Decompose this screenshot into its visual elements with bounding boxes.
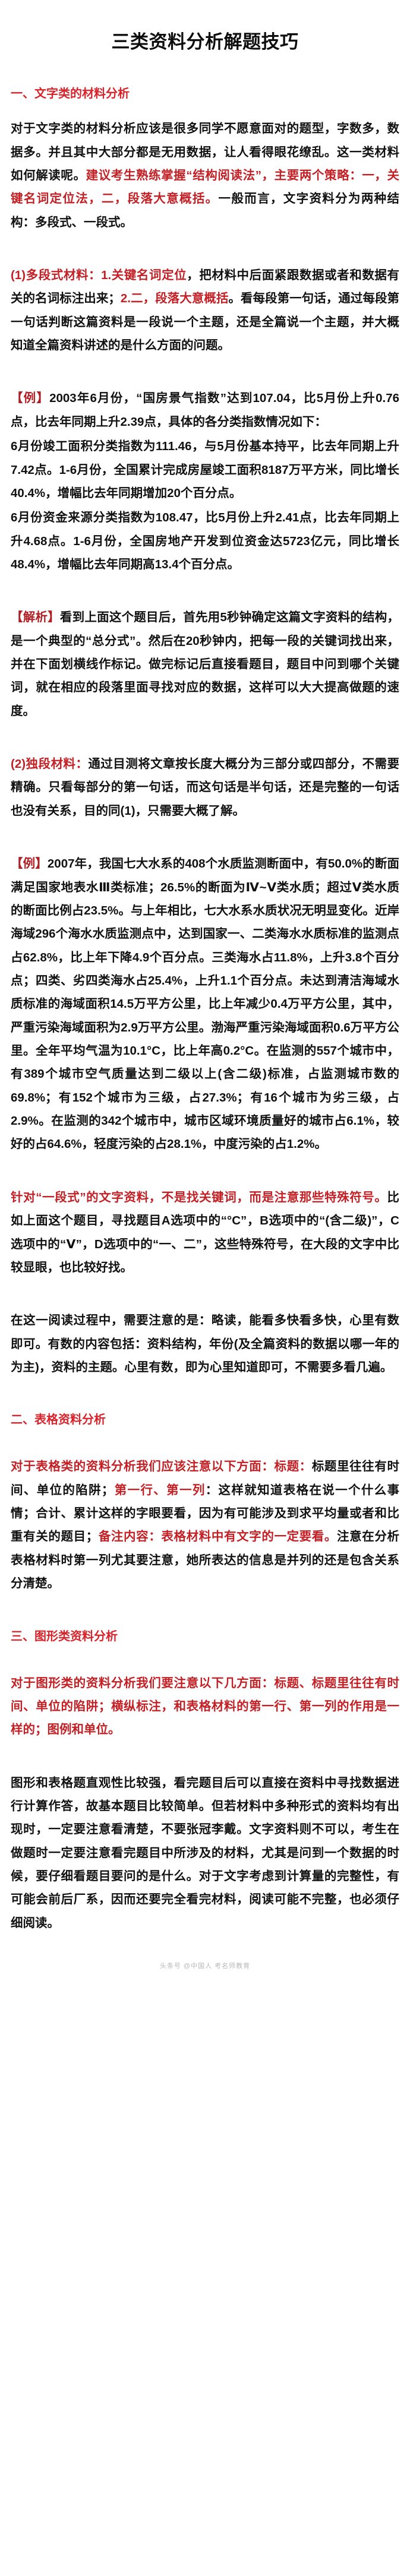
paragraph-single-paragraph-rule: (2)独段材料：通过目测将文章按长度大概分为三部分或四部分，不需要精确。只看每部… <box>11 752 399 822</box>
run-text: ：这样就知道表格在说一个什么事情；合计、累计这样的字眼要看，因为有可能涉及到求平… <box>11 1483 400 1544</box>
run-text: 注意在分析表格材料时第一列尤其要注意，她所表达的信息是并列的还是包含关系分清楚。 <box>11 1530 400 1591</box>
analysis-tag: 【解析】 <box>11 610 60 625</box>
spacer <box>11 234 399 249</box>
run-text-red: (2)独段材料： <box>11 757 89 771</box>
paragraph-example-1: 【例】2003年6月份，“国房景气指数”达到107.04，比5月份上升0.76点… <box>11 387 399 433</box>
run-text: ，把材料中后面紧跟数据或者和数据有关的名词标注出来； <box>11 268 399 306</box>
document-page: 三类资料分析解题技巧 一、文字类的材料分析 对于文字类的材料分析应该是很多同学不… <box>0 31 410 1980</box>
spacer <box>11 1279 399 1295</box>
run-text: 看到上面这个题目后，首先用5秒钟确定这篇文字资料的结构，是一个典型的“总分式”。… <box>11 610 399 718</box>
run-text-red: 对于表格类的资料分析我们应该注意以下方面：标题： <box>11 1460 312 1474</box>
paragraph-example-1-b: 6月份竣工面积分类指数为111.46，与5月份基本持平，比去年同期上升7.42点… <box>11 435 399 505</box>
paragraph-intro: 对于文字类的材料分析应该是很多同学不愿意面对的题型，字数多，数据多。并且其中大部… <box>11 117 399 234</box>
run-text-red: 建议考生熟练掌握“结构阅读法”，主要两个策略：一，关键名词定位法，二，段落大意概… <box>11 168 400 206</box>
spacer <box>11 1742 399 1757</box>
run-text-red: 对于图形类的资料分析我们要注意以下几方面：标题、标题里往往有时间、单位的陷阱； <box>11 1676 399 1713</box>
example-tag: 【例】 <box>11 391 50 406</box>
paragraph-multi-paragraph-rule: (1)多段式材料：1.关键名词定位，把材料中后面紧跟数据或者和数据有关的名词标注… <box>11 264 399 357</box>
run-text: 标题里往往有时间、单位的陷阱； <box>11 1460 400 1497</box>
paragraph-analysis-1: 【解析】看到上面这个题目后，首先用5秒钟确定这篇文字资料的结构，是一个典型的“总… <box>11 606 399 723</box>
section-tu-xing-lei: 三、图形类资料分析 对于图形类的资料分析我们要注意以下几方面：标题、标题里往往有… <box>11 1628 399 1935</box>
paragraph-example-1-c: 6月份资金来源分类指数为108.47，比5月份上升2.41点，比去年同期上升4.… <box>11 506 399 576</box>
section-wen-zi-lei: 一、文字类的材料分析 对于文字类的材料分析应该是很多同学不愿意面对的题型，字数多… <box>11 85 399 1379</box>
run-text: 2007年，我国七大水系的408个水质监测断面中，有50.0%的断面满足国家地表… <box>11 857 400 1151</box>
run-text: 2003年6月份，“国房景气指数”达到107.04，比5月份上升0.76点，比去… <box>11 391 399 429</box>
run-text: 通过目测将文章按长度大概分为三部分或四部分，不需要精确。只看每部分的第一句话，而… <box>11 757 399 818</box>
paragraph-reading-notes: 在这一阅读过程中，需要注意的是：略读，能看多快看多快，心里有数即可。有数的内容包… <box>11 1309 399 1379</box>
paragraph-special-symbols: 针对“一段式”的文字资料，不是找关键词，而是注意那些特殊符号。比如上面这个题目，… <box>11 1186 399 1279</box>
run-text-red: 备注内容：表格材料中有文字的一定要看。 <box>98 1530 338 1544</box>
example-tag: 【例】 <box>11 857 48 871</box>
run-text: 一般而言，文字资料分为两种结构：多段式、一段式。 <box>11 192 400 229</box>
run-text: 6月份资金来源分类指数为108.47，比5月份上升2.41点，比去年同期上升4.… <box>11 511 399 571</box>
page-title: 三类资料分析解题技巧 <box>111 31 299 52</box>
spacer <box>11 357 399 372</box>
section-heading-2: 二、表格资料分析 <box>11 1413 106 1427</box>
run-text: 图形和表格题直观性比较强，看完题目后可以直接在资料中寻找数据进行计算作答，故基本… <box>11 1776 399 1930</box>
run-text: 。看每段第一句话，通过每段第一句话判断这篇资料是一段说一个主题，还是全篇说一个主… <box>11 292 399 353</box>
run-text: 对于文字类的材料分析应该是很多同学不愿意面对的题型，字数多，数据多。并且其中大部… <box>11 122 399 182</box>
spacer <box>11 723 399 738</box>
run-text: 6月份竣工面积分类指数为111.46，与5月份基本持平，比去年同期上升7.42点… <box>11 439 399 500</box>
run-text: 比如上面这个题目，寻找题目A选项中的“°C”，B选项中的“(含二级)”，C选项中… <box>11 1190 399 1274</box>
paragraph-figure-notes: 图形和表格题直观性比较强，看完题目后可以直接在资料中寻找数据进行计算作答，故基本… <box>11 1771 399 1935</box>
run-text-red: 和表格材料的第一行、第一列的作用是一样的；图例和单位。 <box>11 1699 400 1737</box>
spacer <box>11 576 399 591</box>
paragraph-table-rules: 对于表格类的资料分析我们应该注意以下方面：标题：标题里往往有时间、单位的陷阱；第… <box>11 1455 399 1595</box>
spacer <box>11 822 399 838</box>
run-text-red-strong: 横纵标注， <box>111 1699 174 1713</box>
run-text-red: 第一行、第一列 <box>113 1483 206 1497</box>
paragraph-example-2: 【例】2007年，我国七大水系的408个水质监测断面中，有50.0%的断面满足国… <box>11 852 399 1156</box>
run-text-red: 2.二，段落大意概括 <box>120 292 229 306</box>
watermark: 头条号 @中国人 考名师教育 <box>159 1963 251 1970</box>
run-text: 在这一阅读过程中，需要注意的是：略读，能看多快看多快，心里有数即可。有数的内容包… <box>11 1314 399 1374</box>
section-heading-3: 三、图形类资料分析 <box>11 1629 118 1643</box>
section-biao-ge-lei: 二、表格资料分析 对于表格类的资料分析我们应该注意以下方面：标题：标题里往往有时… <box>11 1411 399 1595</box>
run-text-red: 针对“一段式”的文字资料，不是找关键词，而是注意那些特殊符号。 <box>11 1190 387 1204</box>
section-heading-1: 一、文字类的材料分析 <box>11 87 130 101</box>
spacer <box>11 1156 399 1172</box>
paragraph-figure-rules: 对于图形类的资料分析我们要注意以下几方面：标题、标题里往往有时间、单位的陷阱；横… <box>11 1672 399 1742</box>
run-text-red: (1)多段式材料：1.关键名词定位 <box>11 268 187 282</box>
